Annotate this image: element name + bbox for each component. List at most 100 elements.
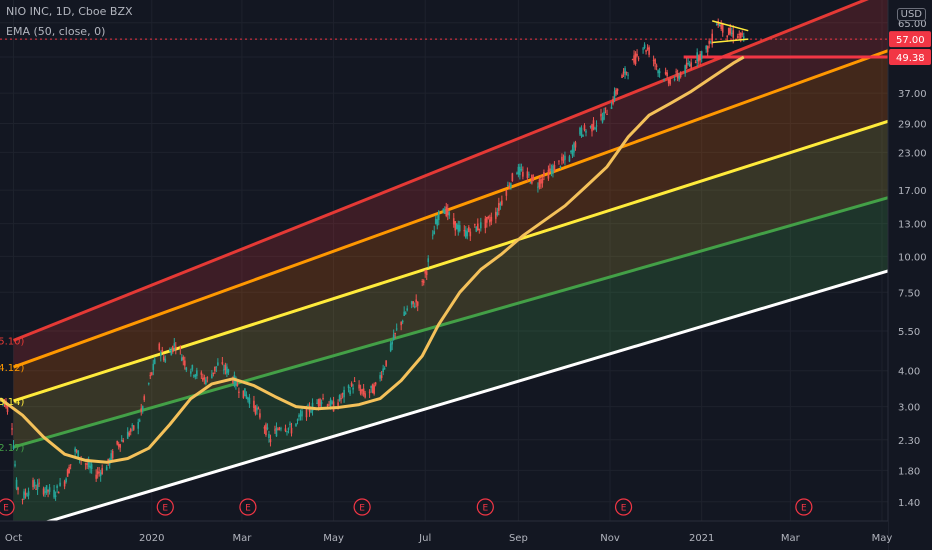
earnings-marker[interactable]: E <box>476 498 494 516</box>
candle-body <box>223 369 225 371</box>
candle-body <box>457 224 460 232</box>
candle-body <box>634 53 637 64</box>
earnings-marker[interactable]: E <box>156 498 174 516</box>
candle-body <box>720 24 723 29</box>
y-tick-label: 1.40 <box>898 498 920 509</box>
candle-body <box>410 301 413 305</box>
candle-body <box>370 385 372 388</box>
indicator-legend[interactable]: EMA (50, close, 0) <box>6 25 106 38</box>
candle-body <box>570 150 572 153</box>
candle-body <box>537 186 539 188</box>
candle-body <box>637 58 640 60</box>
candle-body <box>507 184 509 187</box>
plot-area <box>0 0 888 521</box>
candle-body <box>458 225 461 232</box>
candle-body <box>168 350 171 352</box>
x-tick-label: May <box>323 533 344 544</box>
candle-body <box>559 166 562 168</box>
candle-body <box>442 208 445 211</box>
candle-body <box>362 388 365 395</box>
candle-body <box>101 468 103 474</box>
candle-body <box>694 61 697 63</box>
candle-body <box>498 202 500 211</box>
candle-body <box>349 390 351 394</box>
candle-body <box>42 488 45 495</box>
candle-body <box>23 491 25 499</box>
candle-body <box>95 474 97 479</box>
earnings-marker[interactable]: E <box>0 498 15 516</box>
candle-body <box>32 480 34 488</box>
earnings-marker[interactable]: E <box>239 498 257 516</box>
candle-body <box>54 495 57 497</box>
candle-body <box>685 62 688 69</box>
y-tick-label: 2.30 <box>898 436 920 447</box>
candle-body <box>709 42 712 44</box>
candle-body <box>141 406 144 410</box>
candle-body <box>490 216 493 222</box>
candle-body <box>326 404 329 407</box>
triangle-lower-line <box>712 38 749 44</box>
earnings-marker-label: E <box>359 504 365 514</box>
candle-body <box>174 346 177 349</box>
candle-body <box>688 64 691 66</box>
price-badge-label: 49.38 <box>896 53 925 64</box>
candle-body <box>263 427 266 429</box>
earnings-marker[interactable]: E <box>795 498 813 516</box>
candle-body <box>422 280 425 284</box>
earnings-marker-circle <box>156 498 174 516</box>
earnings-marker[interactable]: E <box>353 498 371 516</box>
candle-body <box>14 464 16 466</box>
candle-body <box>469 231 472 237</box>
candle-body <box>633 55 635 63</box>
candle-body <box>631 59 634 61</box>
x-tick-label: Mar <box>781 533 801 544</box>
candle-body <box>301 411 303 417</box>
earnings-marker[interactable]: E <box>614 498 633 516</box>
candle-body <box>305 406 308 418</box>
candle-body <box>613 91 616 100</box>
candle-body <box>253 400 255 408</box>
candle-body <box>700 51 703 59</box>
candle-body <box>322 397 324 399</box>
candle-body <box>296 419 299 421</box>
candle-body <box>543 172 545 176</box>
candle-body <box>38 482 40 484</box>
earnings-marker-label: E <box>245 504 251 514</box>
currency-badge[interactable]: USD <box>896 8 926 21</box>
candle-body <box>69 464 72 466</box>
candle-body <box>200 372 203 375</box>
candle-body <box>690 62 692 68</box>
candle-body <box>117 443 120 447</box>
symbol-title[interactable]: NIO INC, 1D, Cboe BZX <box>6 5 133 18</box>
candle-body <box>622 71 625 74</box>
candle-body <box>47 489 49 492</box>
candle-body <box>65 478 67 482</box>
candle-body <box>531 174 533 184</box>
candle-body <box>505 190 508 196</box>
candle-body <box>99 472 102 477</box>
candle-body <box>547 169 550 179</box>
candle-body <box>532 177 535 179</box>
candles <box>0 18 745 505</box>
candle-body <box>131 425 134 427</box>
y-tick-label: 23.00 <box>898 148 927 159</box>
y-tick-label: 4.00 <box>898 367 920 378</box>
candle-body <box>699 53 701 61</box>
candle-body <box>403 311 405 316</box>
candle-body <box>15 479 18 489</box>
candle-body <box>708 41 710 44</box>
y-tick-label: 1.80 <box>898 466 920 477</box>
candle-body <box>511 173 514 181</box>
candle-body <box>474 224 476 226</box>
candle-body <box>66 469 69 477</box>
candle-body <box>615 89 617 95</box>
candle-body <box>278 428 281 430</box>
candle-body <box>520 168 523 171</box>
candle-body <box>286 431 288 433</box>
channel-line <box>13 119 888 403</box>
candle-body <box>427 258 430 263</box>
candle-body <box>257 407 260 409</box>
candle-body <box>359 389 362 394</box>
candle-body <box>235 377 237 386</box>
